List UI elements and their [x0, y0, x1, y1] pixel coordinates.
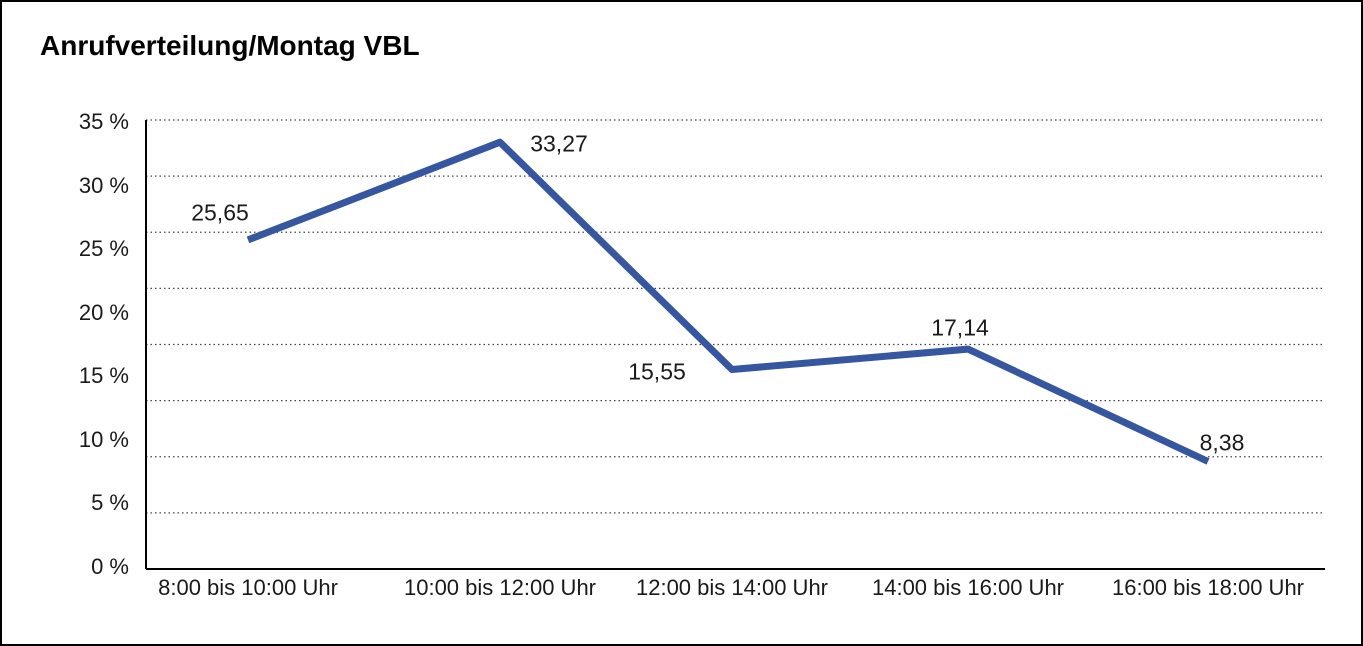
y-tick-label: 35 % — [78, 109, 129, 134]
x-category-label: 12:00 bis 14:00 Uhr — [635, 575, 829, 600]
data-point-label: 17,14 — [931, 314, 989, 341]
y-tick-label: 10 % — [78, 426, 129, 452]
y-tick-label: 15 % — [78, 363, 129, 389]
y-tick-label: 30 % — [78, 172, 129, 198]
x-category-label: 16:00 bis 18:00 Uhr — [1111, 575, 1305, 600]
y-tick-label: 0 % — [91, 554, 129, 579]
x-category-label: 10:00 bis 12:00 Uhr — [403, 575, 597, 600]
y-tick-label: 5 % — [91, 490, 129, 516]
chart-title: Anrufverteilung/Montag VBL — [40, 30, 420, 61]
data-point-label: 8,38 — [1199, 429, 1245, 456]
x-category-label: 8:00 bis 10:00 Uhr — [158, 575, 338, 600]
x-category-label: 14:00 bis 16:00 Uhr — [871, 575, 1065, 600]
data-point-label: 25,65 — [191, 199, 249, 226]
data-point-label: 33,27 — [530, 130, 588, 157]
y-tick-label: 25 % — [78, 236, 129, 262]
data-point-label: 15,55 — [628, 358, 686, 385]
data-line — [246, 138, 1210, 465]
y-tick-label: 20 % — [78, 299, 129, 325]
